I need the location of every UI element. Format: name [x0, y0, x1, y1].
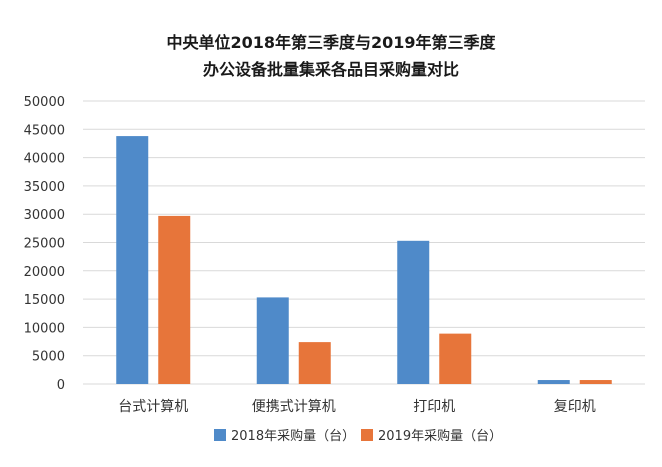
bars: [116, 136, 612, 384]
bar-2018-1: [256, 297, 289, 384]
y-tick-label-5: 25000: [24, 237, 65, 252]
legend-label-0: 2018年采购量（台）: [231, 428, 355, 444]
y-tick-label-6: 30000: [24, 208, 65, 223]
bar-2019-0: [158, 215, 191, 384]
y-tick-label-3: 15000: [24, 293, 65, 308]
y-tick-label-2: 10000: [24, 321, 65, 336]
legend-swatch-0: [214, 429, 226, 441]
y-tick-label-10: 50000: [24, 95, 65, 110]
bar-2018-0: [116, 136, 149, 384]
legend-swatch-1: [361, 429, 373, 441]
chart-title-line-1: 中央单位2018年第三季度与2019年第三季度: [166, 33, 496, 52]
bar-2019-2: [439, 333, 472, 384]
category-label-3: 复印机: [554, 398, 596, 415]
bar-2019-3: [579, 380, 612, 384]
y-tick-label-7: 35000: [24, 180, 65, 195]
legend: 2018年采购量（台） 2019年采购量（台）: [214, 428, 502, 444]
category-label-0: 台式计算机: [118, 399, 188, 415]
bar-2018-2: [397, 240, 430, 384]
x-axis-category-labels: 台式计算机 便携式计算机 打印机 复印机: [118, 398, 596, 415]
y-tick-label-1: 5000: [32, 350, 65, 365]
y-tick-label-9: 45000: [24, 123, 65, 138]
category-label-1: 便携式计算机: [252, 399, 336, 415]
y-axis-tick-labels: 0 5000 10000 15000 20000 25000 30000 35000 40000…: [24, 95, 65, 393]
legend-label-1: 2019年采购量（台）: [378, 428, 502, 444]
y-tick-label-4: 20000: [24, 265, 65, 280]
category-label-2: 打印机: [413, 398, 455, 415]
bar-2018-3: [537, 380, 570, 384]
y-tick-label-0: 0: [57, 378, 65, 393]
y-tick-label-8: 40000: [24, 152, 65, 167]
chart-title-line-2: 办公设备批量集采各品目采购量对比: [203, 60, 459, 79]
bar-2019-1: [298, 342, 331, 384]
